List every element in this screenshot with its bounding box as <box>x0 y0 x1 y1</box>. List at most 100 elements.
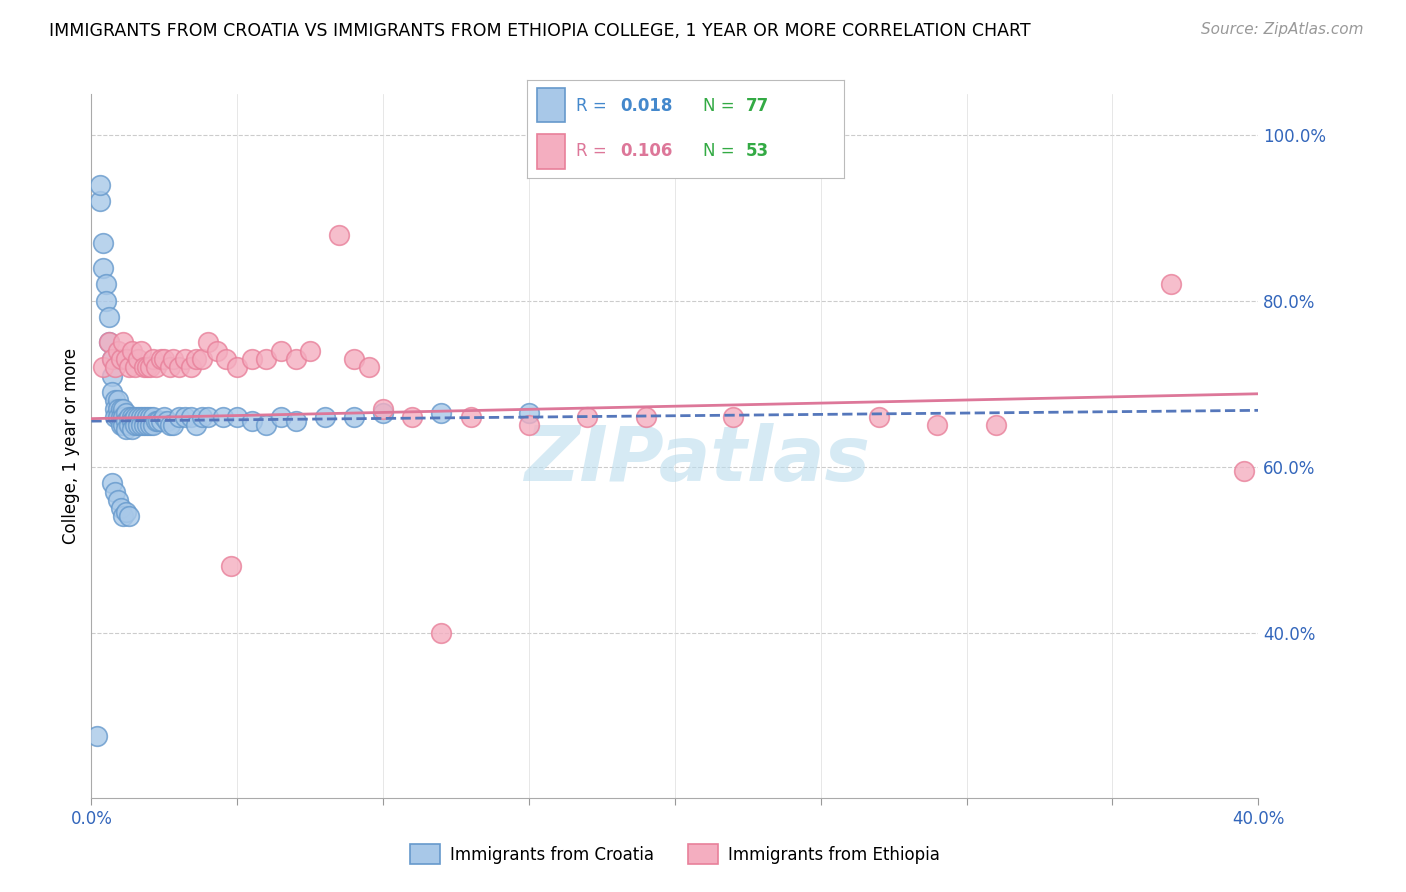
Point <box>153 409 176 424</box>
Point <box>517 406 540 420</box>
Point <box>91 360 114 375</box>
Point <box>104 401 127 416</box>
Point <box>112 409 135 424</box>
Text: N =: N = <box>703 97 740 115</box>
Point <box>343 351 366 366</box>
Point <box>240 414 263 428</box>
Point <box>127 418 149 433</box>
Point <box>110 401 132 416</box>
Point <box>186 418 208 433</box>
Point <box>314 409 336 424</box>
Point <box>110 351 132 366</box>
Point <box>156 414 179 428</box>
Text: Source: ZipAtlas.com: Source: ZipAtlas.com <box>1201 22 1364 37</box>
Point <box>162 418 184 433</box>
Point <box>221 559 243 574</box>
Point <box>86 729 108 743</box>
Point <box>254 351 277 366</box>
Point <box>89 194 111 209</box>
Point <box>162 351 184 366</box>
Point <box>173 351 195 366</box>
Point <box>173 409 195 424</box>
Text: 0.018: 0.018 <box>620 97 673 115</box>
Point <box>124 360 146 375</box>
Point <box>115 406 138 420</box>
Point <box>142 418 165 433</box>
Point <box>138 360 162 375</box>
Point <box>129 418 152 433</box>
Point <box>150 414 173 428</box>
Point <box>115 422 138 436</box>
Point <box>107 393 129 408</box>
Point <box>150 351 173 366</box>
Point <box>159 360 181 375</box>
Point <box>401 409 423 424</box>
Point <box>107 409 129 424</box>
Point <box>112 401 135 416</box>
Point <box>129 409 152 424</box>
Point <box>107 401 129 416</box>
Text: 77: 77 <box>745 97 769 115</box>
Point <box>142 409 165 424</box>
Point <box>118 360 141 375</box>
Point <box>145 414 167 428</box>
Point <box>868 409 890 424</box>
Point <box>104 409 127 424</box>
Point <box>132 360 155 375</box>
Point <box>191 409 214 424</box>
Text: ZIPatlas: ZIPatlas <box>526 423 872 497</box>
Point <box>107 492 129 507</box>
Point <box>430 406 453 420</box>
Point <box>723 409 745 424</box>
Point <box>180 409 202 424</box>
Text: 53: 53 <box>745 142 769 160</box>
Point <box>371 406 394 420</box>
Point <box>343 409 366 424</box>
Point <box>110 409 132 424</box>
Point <box>240 351 263 366</box>
Point <box>186 351 208 366</box>
Point <box>135 418 157 433</box>
Point <box>328 227 350 242</box>
Point <box>101 385 124 400</box>
Point <box>138 418 162 433</box>
Point <box>132 409 155 424</box>
Point <box>226 360 249 375</box>
Point <box>118 509 141 524</box>
Point <box>226 409 249 424</box>
FancyBboxPatch shape <box>537 88 565 122</box>
Point <box>371 401 394 416</box>
Point <box>142 351 165 366</box>
Point <box>430 625 453 640</box>
Point <box>104 393 127 408</box>
Point <box>115 351 138 366</box>
Point <box>97 335 120 350</box>
Point <box>180 360 202 375</box>
Text: R =: R = <box>576 142 612 160</box>
Point <box>284 414 307 428</box>
Point <box>112 335 135 350</box>
Point <box>167 409 190 424</box>
Point <box>517 418 540 433</box>
FancyBboxPatch shape <box>537 134 565 169</box>
Point <box>270 343 292 358</box>
Point <box>135 409 157 424</box>
Point <box>132 418 155 433</box>
Point <box>115 414 138 428</box>
Point <box>118 418 141 433</box>
Point <box>984 418 1007 433</box>
Point <box>167 360 190 375</box>
Text: IMMIGRANTS FROM CROATIA VS IMMIGRANTS FROM ETHIOPIA COLLEGE, 1 YEAR OR MORE CORR: IMMIGRANTS FROM CROATIA VS IMMIGRANTS FR… <box>49 22 1031 40</box>
Point <box>148 414 170 428</box>
Point <box>97 335 120 350</box>
Point <box>576 409 599 424</box>
Point <box>634 409 657 424</box>
Point <box>110 418 132 433</box>
Point <box>1233 464 1256 478</box>
Text: R =: R = <box>576 97 612 115</box>
Point <box>135 360 157 375</box>
Point <box>121 343 143 358</box>
Point <box>197 335 219 350</box>
Point <box>197 409 219 424</box>
Point <box>101 368 124 383</box>
